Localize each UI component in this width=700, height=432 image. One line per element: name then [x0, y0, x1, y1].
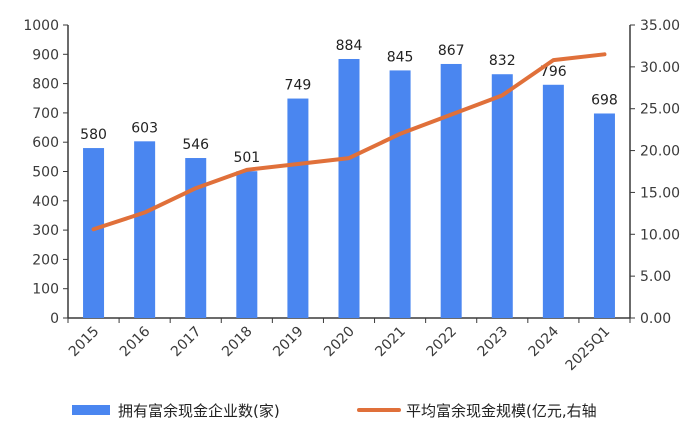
- line-series: [91, 52, 607, 232]
- bar: [440, 63, 462, 319]
- left-tick-label: 1000: [23, 18, 59, 34]
- bar-data-label: 580: [80, 127, 107, 143]
- left-tick-label: 100: [32, 282, 59, 298]
- bar-data-label: 698: [591, 92, 618, 108]
- x-tick-label: 2023: [475, 324, 512, 361]
- left-tick-label: 0: [50, 311, 59, 327]
- bar: [134, 141, 156, 318]
- bar: [287, 98, 309, 318]
- x-tick-label: 2021: [372, 324, 409, 361]
- bar: [491, 74, 513, 318]
- right-tick-label: 35.00: [640, 18, 680, 34]
- x-tick-label: 2018: [219, 324, 256, 361]
- left-axis: 0 100 200 300 400 500 600 700 800 900 1000: [23, 18, 69, 327]
- right-tick-label: 25.00: [640, 102, 680, 118]
- legend-label-line: 平均富余现金规模(亿元,右轴: [406, 402, 597, 420]
- right-tick-label: 5.00: [640, 269, 671, 285]
- bar-series: [83, 58, 615, 319]
- bar: [542, 84, 564, 318]
- x-tick-label: 2017: [168, 324, 205, 361]
- left-tick-label: 500: [32, 165, 59, 181]
- x-tick-label: 2019: [270, 324, 307, 361]
- x-tick-label: 2025Q1: [563, 324, 614, 375]
- bar-data-label: 845: [387, 49, 414, 65]
- legend-label-bar: 拥有富余现金企业数(家): [118, 402, 280, 420]
- bar: [83, 148, 105, 318]
- legend: 拥有富余现金企业数(家) 平均富余现金规模(亿元,右轴: [72, 402, 597, 420]
- left-tick-label: 200: [32, 252, 59, 268]
- bar-data-labels: 580 603 546 501 749 884 845 867 832 796 698: [80, 38, 618, 166]
- bar: [185, 158, 207, 318]
- x-tick-label: 2024: [526, 323, 563, 360]
- right-tick-label: 20.00: [640, 144, 680, 160]
- left-tick-label: 800: [32, 77, 59, 93]
- right-axis: 0.00 5.00 10.00 15.00 20.00 25.00 30.00 35.00: [629, 18, 680, 327]
- line-path: [91, 52, 607, 232]
- x-tick-label: 2020: [321, 324, 358, 361]
- bar-data-label: 749: [285, 78, 312, 94]
- right-tick-label: 0.00: [640, 311, 671, 327]
- bar-data-label: 867: [438, 43, 465, 59]
- bar-data-label: 546: [182, 137, 209, 153]
- right-tick-label: 15.00: [640, 185, 680, 201]
- bar-data-label: 603: [131, 120, 158, 136]
- legend-swatch-bar: [72, 405, 110, 415]
- bar: [593, 113, 615, 319]
- bar: [236, 171, 258, 318]
- left-tick-label: 600: [32, 135, 59, 151]
- left-tick-label: 300: [32, 223, 59, 239]
- bar: [389, 70, 411, 318]
- bar-data-label: 884: [336, 38, 363, 54]
- left-tick-label: 700: [32, 106, 59, 122]
- x-tick-label: 2016: [117, 323, 154, 360]
- x-tick-label: 2022: [423, 324, 460, 361]
- left-tick-label: 400: [32, 194, 59, 210]
- bar-data-label: 832: [489, 53, 516, 69]
- x-axis: 2015 2016 2017 2018 2019 2020 2021 2022 2023 2024…: [66, 317, 631, 375]
- right-tick-label: 10.00: [640, 227, 680, 243]
- left-tick-label: 900: [32, 47, 59, 63]
- bar-data-label: 501: [233, 150, 260, 166]
- right-tick-label: 30.00: [640, 60, 680, 76]
- x-tick-label: 2015: [66, 324, 103, 361]
- bar-data-label: 796: [540, 64, 567, 80]
- bar: [338, 58, 360, 318]
